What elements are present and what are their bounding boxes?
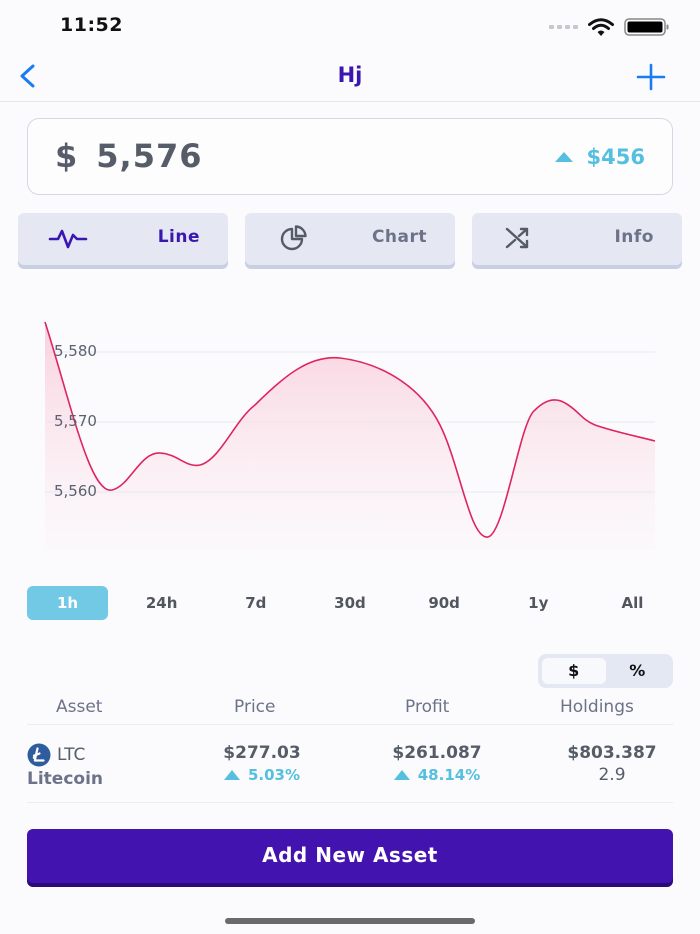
range-30d[interactable]: 30d xyxy=(334,594,366,612)
chart-fill xyxy=(45,322,655,550)
navigation-bar: Hj xyxy=(0,50,700,102)
wifi-icon xyxy=(588,17,614,36)
range-1y[interactable]: 1y xyxy=(528,594,549,612)
view-tabs: Line Chart Info xyxy=(18,213,682,265)
add-new-asset-button[interactable]: Add New Asset xyxy=(27,829,673,883)
table-header: Asset Price Profit Holdings xyxy=(27,697,673,725)
y-axis-label: 5,560 xyxy=(54,482,97,500)
toggle-dollar[interactable]: $ xyxy=(542,658,606,684)
pie-chart-icon xyxy=(280,225,307,251)
holdings-value: $803.387 xyxy=(567,743,657,763)
home-indicator[interactable] xyxy=(225,918,475,924)
portfolio-total: $5,576 xyxy=(55,137,202,175)
signal-dots-icon xyxy=(549,25,578,29)
profit-cell: $261.087 48.14% xyxy=(377,743,497,784)
battery-icon xyxy=(624,18,669,36)
area-chart xyxy=(44,321,656,550)
chart-line xyxy=(44,321,656,538)
price-chart[interactable]: 5,580 5,570 5,560 xyxy=(0,290,700,560)
range-7d[interactable]: 7d xyxy=(245,594,267,612)
add-button[interactable] xyxy=(634,62,668,92)
range-1h[interactable]: 1h xyxy=(27,586,108,620)
tab-chart[interactable]: Chart xyxy=(245,213,455,265)
litecoin-icon xyxy=(27,743,51,767)
range-24h[interactable]: 24h xyxy=(145,594,178,612)
shuffle-icon xyxy=(505,227,529,249)
total-value: 5,576 xyxy=(96,137,203,175)
tab-info[interactable]: Info xyxy=(472,213,682,265)
unit-toggle: $ % xyxy=(538,654,673,688)
price-cell: $277.03 5.03% xyxy=(212,743,312,784)
header-profit: Profit xyxy=(405,697,450,717)
tab-line[interactable]: Line xyxy=(18,213,228,265)
y-axis-label: 5,570 xyxy=(54,412,97,430)
status-time: 11:52 xyxy=(60,14,123,36)
chevron-left-icon xyxy=(20,64,35,88)
portfolio-change: $456 xyxy=(554,145,645,169)
arrow-up-icon xyxy=(554,152,573,162)
activity-line-icon xyxy=(48,229,88,249)
header-price: Price xyxy=(234,697,276,717)
profit-change: 48.14% xyxy=(417,766,481,784)
status-icons xyxy=(549,17,670,37)
tab-label: Chart xyxy=(371,227,427,247)
change-value: $456 xyxy=(586,145,645,169)
time-range-selector: 1h 24h 7d 30d 90d 1y All xyxy=(27,586,673,620)
toggle-percent[interactable]: % xyxy=(629,661,646,680)
range-all[interactable]: All xyxy=(621,594,644,612)
plus-icon xyxy=(636,63,666,91)
holdings-cell: $803.387 2.9 xyxy=(552,743,672,785)
tab-label: Info xyxy=(614,227,654,247)
price-value: $277.03 xyxy=(223,743,301,763)
price-change: 5.03% xyxy=(247,766,301,784)
asset-symbol: LTC xyxy=(57,745,86,765)
asset-cell: LTC Litecoin xyxy=(27,743,103,789)
header-asset: Asset xyxy=(56,697,103,717)
page-title: Hj xyxy=(337,63,363,87)
y-axis-label: 5,580 xyxy=(54,342,97,360)
arrow-up-icon xyxy=(393,770,410,780)
asset-name: Litecoin xyxy=(27,769,104,789)
portfolio-value-card: $5,576 $456 xyxy=(27,118,673,195)
range-90d[interactable]: 90d xyxy=(428,594,460,612)
profit-value: $261.087 xyxy=(392,743,482,763)
status-bar: 11:52 xyxy=(0,0,700,50)
table-row[interactable]: LTC Litecoin $277.03 5.03% $261.087 48.1… xyxy=(27,727,673,803)
currency-symbol: $ xyxy=(55,137,79,175)
back-button[interactable] xyxy=(14,62,42,90)
header-holdings: Holdings xyxy=(560,697,634,717)
arrow-up-icon xyxy=(223,770,240,780)
holdings-amount: 2.9 xyxy=(598,765,626,785)
tab-label: Line xyxy=(157,227,200,247)
